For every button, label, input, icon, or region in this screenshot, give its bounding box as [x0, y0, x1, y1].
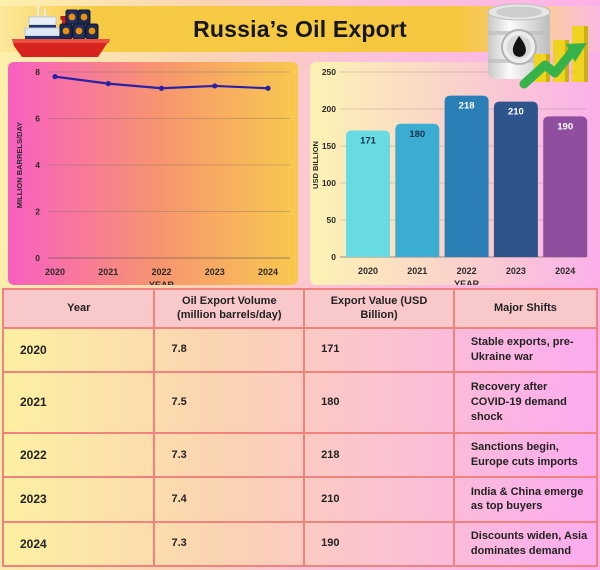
table-row-2021: 2021 7.5 180 Recovery after COVID-19 demand…: [1, 370, 599, 434]
cell-volume-2021: 7.5: [153, 370, 306, 434]
page-title: Russia’s Oil Export: [193, 15, 407, 42]
svg-text:2021: 2021: [407, 266, 427, 276]
svg-text:2023: 2023: [205, 267, 225, 277]
svg-text:210: 210: [508, 107, 524, 118]
svg-text:2022: 2022: [457, 266, 477, 276]
table-row-2024: 2024 7.3 190 Discounts widen, Asia dominate…: [1, 520, 599, 568]
cell-year-2022: 2022: [1, 431, 156, 479]
cell-year-2020: 2020: [1, 326, 156, 373]
svg-text:0: 0: [35, 253, 40, 263]
cell-volume-2023: 7.4: [153, 476, 306, 523]
oil-export-volume-line-chart: 0 2 4 6 8 MILLION BARRELS/DAY 2020 2021 2022 2023…: [15, 67, 290, 285]
svg-text:4: 4: [35, 160, 40, 170]
cell-value-2021: 180: [303, 370, 455, 434]
svg-text:6: 6: [35, 114, 40, 124]
svg-text:150: 150: [322, 141, 336, 151]
export-data-table-wrap: Year Oil Export Volume (million barrels/d…: [1, 288, 599, 568]
svg-text:250: 250: [322, 67, 336, 77]
table-row-2022: 2022 7.3 218 Sanctions begin, Europe cuts i…: [1, 431, 599, 479]
bar-2020: [346, 130, 390, 257]
cell-volume-2020: 7.8: [153, 326, 306, 373]
cell-value-2022: 218: [303, 431, 455, 479]
table-row-2020: 2020 7.8 171 Stable exports, pre-Ukraine wa…: [1, 326, 599, 373]
svg-text:8: 8: [35, 67, 40, 77]
svg-text:2022: 2022: [151, 267, 171, 277]
export-data-table: Year Oil Export Volume (million barrels/d…: [1, 288, 599, 568]
oil-barrel-stack-icon: [59, 9, 99, 40]
cell-shift-2024: Discounts widen, Asia dominates demand: [452, 520, 599, 568]
svg-text:218: 218: [459, 101, 475, 112]
oil-drum-with-rising-chart-icon: [487, 3, 588, 89]
svg-text:100: 100: [322, 178, 336, 188]
svg-text:2024: 2024: [258, 267, 278, 277]
cell-year-2024: 2024: [1, 520, 156, 568]
bar-2021: [395, 123, 440, 257]
table-header-cell-2: Export Value (USD Billion): [303, 288, 455, 329]
bar-2023: [493, 101, 538, 257]
bar-chart-panel: 0 50 100 150 200 250 USD BILLION 171 2020 180 2021…: [310, 62, 592, 285]
bar-chart-y-axis-label: USD BILLION: [311, 141, 320, 189]
svg-text:2023: 2023: [506, 266, 526, 276]
export-value-bar-chart: 0 50 100 150 200 250 USD BILLION 171 2020 180 2021…: [311, 67, 588, 285]
table-header-cell-0: Year: [1, 288, 156, 329]
cell-value-2020: 171: [303, 326, 455, 373]
svg-text:2020: 2020: [45, 267, 65, 277]
growth-arrow-icon: [519, 43, 587, 89]
line-chart-y-axis-label: MILLION BARRELS/DAY: [15, 122, 24, 208]
line-chart-panel: 0 2 4 6 8 MILLION BARRELS/DAY 2020 2021 2022 2023…: [8, 62, 298, 285]
svg-text:2: 2: [35, 207, 40, 217]
cell-volume-2024: 7.3: [153, 520, 306, 568]
bar-2022: [444, 95, 489, 258]
svg-text:2020: 2020: [358, 266, 378, 276]
cell-volume-2022: 7.3: [153, 431, 306, 479]
cell-shift-2023: India & China emerge as top buyers: [452, 476, 599, 523]
cell-value-2023: 210: [303, 476, 455, 523]
table-header-row: Year Oil Export Volume (million barrels/d…: [1, 288, 599, 329]
oil-drop-icon: [512, 36, 526, 57]
bar-2024: [543, 116, 588, 258]
cell-year-2021: 2021: [1, 370, 156, 434]
svg-text:190: 190: [557, 121, 573, 132]
table-row-2023: 2023 7.4 210 India & China emerge as top bu…: [1, 476, 599, 523]
cell-shift-2021: Recovery after COVID-19 demand shock: [452, 370, 599, 434]
svg-text:50: 50: [327, 215, 337, 225]
table-header-cell-3: Major Shifts: [452, 288, 599, 329]
svg-text:171: 171: [360, 135, 377, 146]
cell-value-2024: 190: [303, 520, 455, 568]
svg-text:2024: 2024: [555, 266, 575, 276]
svg-text:200: 200: [322, 104, 336, 114]
svg-text:2021: 2021: [98, 267, 118, 277]
svg-text:0: 0: [331, 252, 336, 262]
cell-shift-2020: Stable exports, pre-Ukraine war: [452, 326, 599, 373]
line-chart-x-axis-label: YEAR: [149, 280, 175, 285]
cell-shift-2022: Sanctions begin, Europe cuts imports: [452, 431, 599, 479]
cell-year-2023: 2023: [1, 476, 156, 523]
svg-text:180: 180: [409, 129, 425, 140]
bar-chart-x-axis-label: YEAR: [454, 279, 480, 285]
cargo-ship-with-oil-barrels-icon: [12, 6, 110, 57]
table-header-cell-1: Oil Export Volume (million barrels/day): [153, 288, 306, 329]
